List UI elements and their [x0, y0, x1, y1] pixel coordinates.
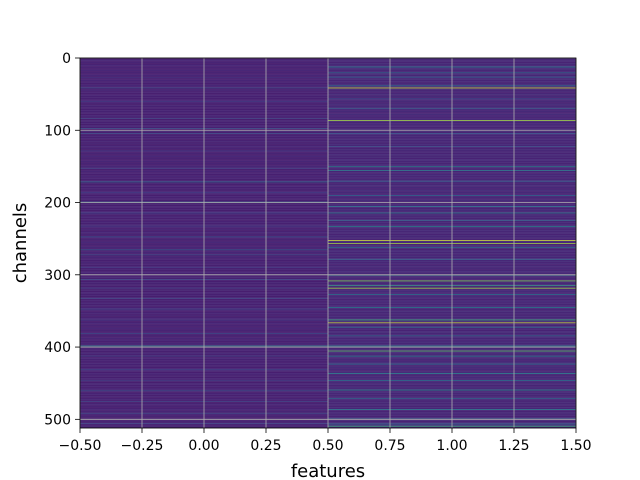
x-tick-label: −0.50	[59, 438, 102, 454]
y-tick-label: 100	[44, 123, 71, 139]
y-tick-label: 300	[44, 268, 71, 284]
y-axis-label: channels	[10, 203, 31, 284]
y-tick-label: 200	[44, 196, 71, 212]
x-tick-label: 0.75	[374, 438, 405, 454]
y-tick-label: 500	[44, 412, 71, 428]
x-tick-label: 1.25	[498, 438, 529, 454]
x-tick-label: 1.50	[560, 438, 591, 454]
y-axis: 0 100 200 300 400 500	[44, 51, 80, 428]
x-tick-label: 0.00	[188, 438, 219, 454]
x-axis: −0.50 −0.25 0.00 0.25 0.50 0.75 1.00 1.25 1.50	[59, 428, 592, 454]
x-tick-label: 0.25	[250, 438, 281, 454]
x-tick-label: −0.25	[121, 438, 164, 454]
y-tick-label: 400	[44, 340, 71, 356]
x-tick-label: 0.50	[312, 438, 343, 454]
y-tick-label: 0	[62, 51, 71, 67]
x-axis-label: features	[291, 461, 365, 480]
x-tick-label: 1.00	[436, 438, 467, 454]
